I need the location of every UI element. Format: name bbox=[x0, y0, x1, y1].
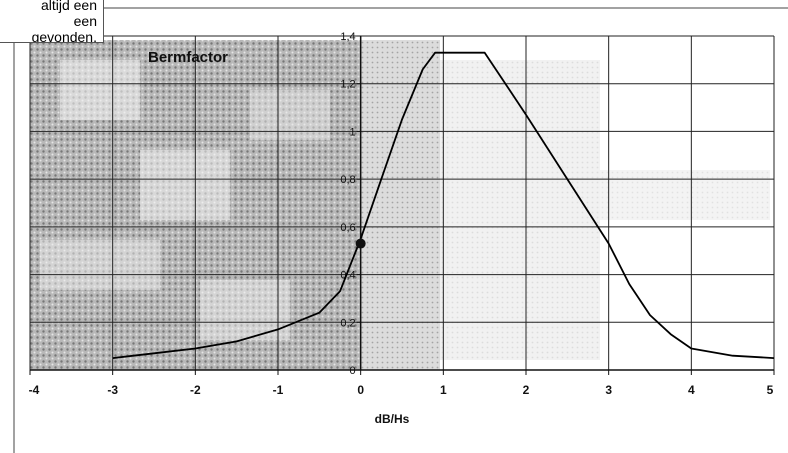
x-tick-label: -4 bbox=[29, 383, 40, 397]
x-axis-label: dB/Hs bbox=[375, 412, 410, 426]
x-tick-label: 5 bbox=[767, 383, 774, 397]
x-tick-label: -1 bbox=[273, 383, 284, 397]
chart-title: Bermfactor bbox=[148, 49, 228, 66]
x-tick-label: 2 bbox=[523, 383, 530, 397]
callout-line-3: gevonden. bbox=[1, 29, 97, 43]
x-tick-label: 4 bbox=[688, 383, 695, 397]
y-tick-label: 0,6 bbox=[340, 222, 355, 234]
x-tick-label: -3 bbox=[107, 383, 118, 397]
data-point-marker bbox=[356, 239, 366, 249]
x-tick-label: 3 bbox=[605, 383, 612, 397]
y-tick-label: 0 bbox=[350, 365, 356, 377]
x-tick-label: 0 bbox=[357, 383, 364, 397]
x-tick-label: 1 bbox=[440, 383, 447, 397]
y-tick-label: 1,2 bbox=[340, 79, 355, 91]
x-tick-labels: -4 -3 -2 -1 0 1 2 3 4 5 bbox=[29, 383, 774, 397]
y-tick-label: 0,2 bbox=[340, 317, 355, 329]
callout-box: altijd een een gevonden. bbox=[0, 0, 104, 43]
callout-line-1: altijd een bbox=[1, 0, 97, 13]
y-tick-label: 0,8 bbox=[340, 174, 355, 186]
y-tick-label: 1 bbox=[350, 126, 356, 138]
callout-line-2: een bbox=[1, 13, 97, 29]
x-tick-label: -2 bbox=[190, 383, 201, 397]
y-tick-label: 1,4 bbox=[340, 31, 355, 43]
plot-area bbox=[30, 36, 774, 370]
